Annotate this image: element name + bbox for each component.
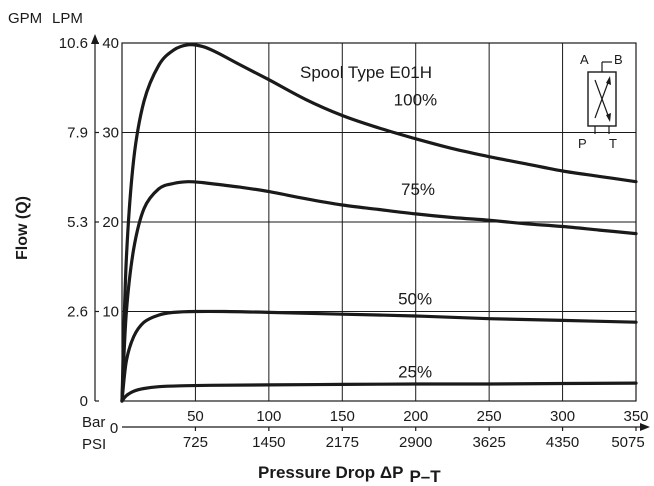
x-tick-labels-psi: 725 1450 2175 2900 3625 4350 5075 <box>183 434 645 451</box>
y-tick-label-gpm: 7.9 <box>67 125 88 142</box>
y-tick-label-gpm: 10.6 <box>59 35 88 52</box>
y-unit-gpm: GPM <box>8 10 42 27</box>
curve-label-25pct: 25% <box>398 363 432 382</box>
curve-label-100pct: 100% <box>394 91 437 110</box>
x-tick-label-bar: 200 <box>403 408 428 425</box>
curve-label-50pct: 50% <box>398 289 432 308</box>
x-tick-labels-bar: 0 50 100 150 200 250 300 350 <box>110 408 649 437</box>
series-line-100pct <box>120 43 638 403</box>
valve-port-b-label: B <box>614 52 623 67</box>
curve-label-75pct: 75% <box>401 180 435 199</box>
y-tick-label-lpm: 30 <box>102 125 119 142</box>
x-axis-label: Pressure Drop ΔP P–T <box>258 463 441 486</box>
y-tick-label-lpm: 20 <box>102 214 119 231</box>
x-tick-label-psi: 4350 <box>546 434 579 451</box>
valve-symbol-icon: A B P T <box>578 52 623 151</box>
chart-title: Spool Type E01H <box>300 63 432 82</box>
valve-arrowhead-t-icon <box>606 113 611 122</box>
y-tick-marks <box>95 42 99 402</box>
series-line-50pct <box>120 309 638 403</box>
x-tick-label-psi: 5075 <box>611 434 644 451</box>
y-tick-label-lpm: 10 <box>102 304 119 321</box>
series-line-25pct <box>120 381 638 403</box>
plot-frame <box>121 42 637 402</box>
x-tick-label-bar: 150 <box>330 408 355 425</box>
valve-arrowhead-b-icon <box>606 76 611 85</box>
x-tick-label-bar: 50 <box>187 408 204 425</box>
y-tick-label-gpm: 5.3 <box>67 214 88 231</box>
curve-labels: 100% 75% 50% 25% <box>394 91 437 382</box>
x-unit-bar: Bar <box>82 414 105 431</box>
valve-arrow-a-t <box>594 79 610 119</box>
x-unit-psi: PSI <box>82 436 106 453</box>
x-axis-label-main: Pressure Drop ΔP <box>258 463 403 482</box>
y-axis-arrow-icon <box>91 34 99 44</box>
y-tick-labels-lpm: 10 20 30 40 <box>102 35 119 321</box>
series-group <box>120 43 638 403</box>
x-tick-label-bar: 300 <box>550 408 575 425</box>
y-tick-label-gpm: 0 <box>80 393 88 410</box>
x-tick-label-bar: 350 <box>623 408 648 425</box>
x-tick-label-psi: 2900 <box>399 434 432 451</box>
x-tick-label-psi: 725 <box>183 434 208 451</box>
x-axis-label-sub: P–T <box>409 467 441 486</box>
y-axis-label: Flow (Q) <box>14 196 31 260</box>
valve-port-a-label: A <box>580 52 589 67</box>
y-tick-label-gpm: 2.6 <box>67 304 88 321</box>
valve-port-t-label: T <box>609 136 617 151</box>
valve-port-p-label: P <box>578 136 587 151</box>
x-tick-label-bar: 250 <box>477 408 502 425</box>
grid-lines <box>122 43 636 401</box>
x-tick-label-psi: 1450 <box>252 434 285 451</box>
y-tick-labels-gpm: 0 2.6 5.3 7.9 10.6 <box>59 35 88 410</box>
y-tick-label-lpm: 40 <box>102 35 119 52</box>
x-tick-label-psi: 3625 <box>472 434 505 451</box>
y-unit-lpm: LPM <box>52 10 83 27</box>
x-tick-label-psi: 2175 <box>326 434 359 451</box>
x-axis-arrow-icon <box>640 423 650 431</box>
x-tick-label-bar: 0 <box>110 420 118 437</box>
x-tick-label-bar: 100 <box>256 408 281 425</box>
series-line-75pct <box>120 180 638 403</box>
x-tick-marks <box>194 427 637 431</box>
